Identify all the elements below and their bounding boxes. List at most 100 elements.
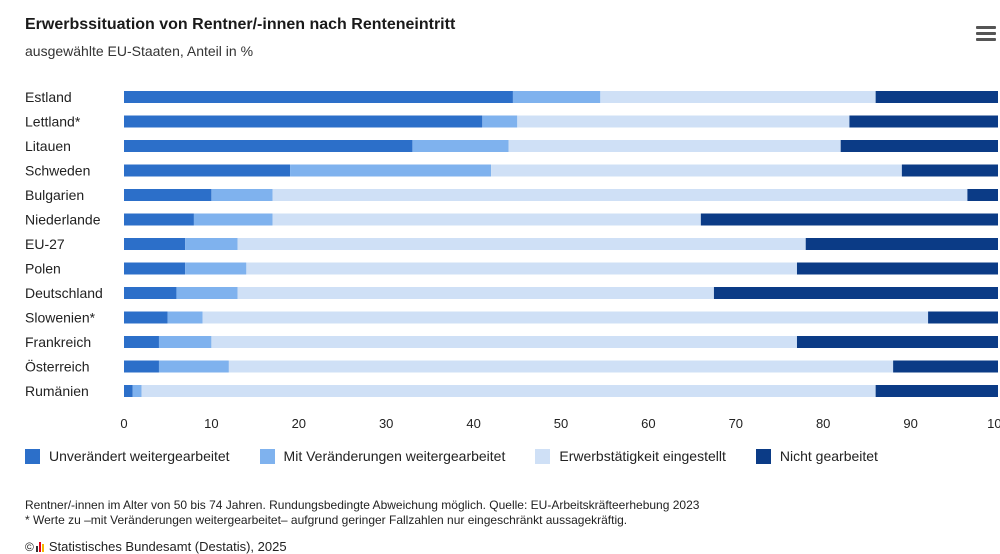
bar-segment-estland-mit-veränderungen-weitergearbeitet[interactable] [512, 91, 601, 103]
bar-segment-frankreich-erwerbstätigkeit-eingestellt[interactable] [211, 336, 797, 348]
category-label-slowenien: Slowenien* [25, 310, 96, 326]
credit-text: Statistisches Bundesamt (Destatis), 2025 [48, 539, 287, 554]
bar-segment-bulgarien-unverändert-weitergearbeitet[interactable] [124, 189, 212, 201]
legend-label: Unverändert weitergearbeitet [49, 448, 230, 464]
legend-label: Mit Veränderungen weitergearbeitet [283, 448, 506, 464]
hamburger-menu-icon[interactable] [976, 26, 996, 42]
bar-segment-niederlande-unverändert-weitergearbeitet[interactable] [124, 213, 194, 226]
credit-line: © Statistisches Bundesamt (Destatis), 20… [25, 539, 287, 554]
bar-segment-schweden-mit-veränderungen-weitergearbeitet[interactable] [290, 164, 492, 177]
bar-segment-bulgarien-erwerbstätigkeit-eingestellt[interactable] [272, 189, 968, 201]
chart-subtitle: ausgewählte EU-Staaten, Anteil in % [25, 43, 254, 59]
legend-item-nicht-gearbeitet[interactable]: Nicht gearbeitet [755, 448, 878, 464]
bar-segment-estland-erwerbstätigkeit-eingestellt[interactable] [600, 91, 876, 103]
legend-label: Nicht gearbeitet [779, 448, 878, 464]
bar-segment-rumänien-erwerbstätigkeit-eingestellt[interactable] [141, 385, 876, 397]
bar-segment-eu-27-unverändert-weitergearbeitet[interactable] [124, 238, 186, 250]
chart-title: Erwerbssituation von Rentner/-innen nach… [25, 16, 456, 33]
category-label-bulgarien: Bulgarien [25, 187, 84, 203]
x-tick-label-60: 60 [641, 416, 655, 431]
bar-segment-rumänien-unverändert-weitergearbeitet[interactable] [124, 385, 133, 397]
bar-segment-frankreich-nicht-gearbeitet[interactable] [796, 336, 998, 348]
category-label-estland: Estland [25, 89, 72, 105]
bar-segment-deutschland-mit-veränderungen-weitergearbeitet[interactable] [176, 287, 238, 299]
bar-segment-niederlande-nicht-gearbeitet[interactable] [700, 213, 998, 226]
bar-segment-österreich-unverändert-weitergearbeitet[interactable] [124, 360, 159, 373]
bar-segment-polen-nicht-gearbeitet[interactable] [796, 262, 998, 275]
category-label-lettland: Lettland* [25, 114, 81, 130]
bar-segment-polen-mit-veränderungen-weitergearbeitet[interactable] [185, 262, 247, 275]
legend-item-unverändert-weitergearbeitet[interactable]: Unverändert weitergearbeitet [25, 448, 230, 464]
logo-bar [35, 545, 38, 552]
bar-segment-frankreich-unverändert-weitergearbeitet[interactable] [124, 336, 159, 348]
bar-segment-rumänien-mit-veränderungen-weitergearbeitet[interactable] [132, 385, 142, 397]
legend-swatch [259, 448, 275, 464]
x-tick-label-30: 30 [379, 416, 393, 431]
bar-segment-rumänien-nicht-gearbeitet[interactable] [875, 385, 998, 397]
copyright-symbol: © [25, 539, 34, 554]
destatis-logo-icon [35, 541, 45, 552]
bar-segment-österreich-mit-veränderungen-weitergearbeitet[interactable] [158, 360, 229, 373]
category-label-litauen: Litauen [25, 138, 71, 154]
x-tick-label-0: 0 [120, 416, 127, 431]
stacked-bar-chart: Estland Lettland* Litauen Schweden Bulgarien… [25, 89, 1000, 431]
x-tick-label-10: 10 [204, 416, 218, 431]
legend-label: Erwerbstätigkeit eingestellt [559, 448, 726, 464]
chart-legend: Unverändert weitergearbeitet Mit Veränder… [25, 448, 908, 464]
legend-swatch [755, 448, 771, 464]
bar-segment-litauen-erwerbstätigkeit-eingestellt[interactable] [508, 140, 841, 152]
footnote: * Werte zu –mit Veränderungen weitergear… [25, 513, 628, 527]
category-label-niederlande: Niederlande [25, 212, 101, 228]
bar-segment-litauen-nicht-gearbeitet[interactable] [840, 140, 998, 152]
bar-segment-österreich-erwerbstätigkeit-eingestellt[interactable] [228, 360, 894, 373]
category-label-polen: Polen [25, 261, 61, 277]
bar-segment-litauen-mit-veränderungen-weitergearbeitet[interactable] [412, 140, 509, 152]
legend-item-erwerbstätigkeit-eingestellt[interactable]: Erwerbstätigkeit eingestellt [535, 448, 726, 464]
legend-item-mit-veränderungen-weitergearbeitet[interactable]: Mit Veränderungen weitergearbeitet [259, 448, 506, 464]
bar-segment-lettland-erwerbstätigkeit-eingestellt[interactable] [517, 115, 850, 128]
x-tick-label-50: 50 [554, 416, 568, 431]
x-tick-label-90: 90 [903, 416, 917, 431]
logo-bar [41, 543, 44, 552]
bar-segment-eu-27-mit-veränderungen-weitergearbeitet[interactable] [185, 238, 238, 250]
bar-segment-litauen-unverändert-weitergearbeitet[interactable] [124, 140, 413, 152]
x-tick-label-100: 100 [987, 416, 1000, 431]
bar-segment-eu-27-erwerbstätigkeit-eingestellt[interactable] [237, 238, 806, 250]
bar-segment-polen-unverändert-weitergearbeitet[interactable] [124, 262, 186, 275]
x-tick-label-70: 70 [729, 416, 743, 431]
bar-segment-eu-27-nicht-gearbeitet[interactable] [805, 238, 998, 250]
bar-segment-schweden-nicht-gearbeitet[interactable] [901, 164, 998, 177]
bar-segment-slowenien-nicht-gearbeitet[interactable] [928, 311, 998, 324]
bar-segment-schweden-unverändert-weitergearbeitet[interactable] [124, 164, 291, 177]
bar-segment-bulgarien-nicht-gearbeitet[interactable] [967, 189, 998, 201]
x-tick-label-20: 20 [292, 416, 306, 431]
bar-segment-niederlande-erwerbstätigkeit-eingestellt[interactable] [272, 213, 701, 226]
bar-segment-lettland-mit-veränderungen-weitergearbeitet[interactable] [482, 115, 518, 128]
category-label-rumänien: Rumänien [25, 383, 89, 399]
legend-swatch [25, 448, 40, 464]
bar-segment-estland-unverändert-weitergearbeitet[interactable] [124, 91, 513, 103]
category-label-österreich: Österreich [25, 358, 90, 375]
bar-segment-lettland-unverändert-weitergearbeitet[interactable] [124, 115, 483, 128]
bar-segment-österreich-nicht-gearbeitet[interactable] [893, 360, 998, 373]
bar-segment-niederlande-mit-veränderungen-weitergearbeitet[interactable] [193, 213, 273, 226]
legend-swatch [535, 448, 551, 464]
bar-segment-deutschland-nicht-gearbeitet[interactable] [713, 287, 998, 299]
category-label-eu-27: EU-27 [25, 236, 65, 252]
bar-segment-slowenien-erwerbstätigkeit-eingestellt[interactable] [202, 311, 929, 324]
bar-segment-deutschland-erwerbstätigkeit-eingestellt[interactable] [237, 287, 714, 299]
bar-segment-schweden-erwerbstätigkeit-eingestellt[interactable] [491, 164, 902, 177]
bar-segment-polen-erwerbstätigkeit-eingestellt[interactable] [246, 262, 797, 275]
bar-segment-deutschland-unverändert-weitergearbeitet[interactable] [124, 287, 177, 299]
category-label-schweden: Schweden [25, 163, 90, 179]
logo-bar [38, 541, 41, 552]
bar-segment-bulgarien-mit-veränderungen-weitergearbeitet[interactable] [211, 189, 273, 201]
x-tick-label-40: 40 [466, 416, 480, 431]
bar-segment-frankreich-mit-veränderungen-weitergearbeitet[interactable] [158, 336, 212, 348]
bar-segment-slowenien-unverändert-weitergearbeitet[interactable] [124, 311, 168, 324]
bar-segment-lettland-nicht-gearbeitet[interactable] [849, 115, 998, 128]
bar-segment-slowenien-mit-veränderungen-weitergearbeitet[interactable] [167, 311, 203, 324]
category-label-deutschland: Deutschland [25, 285, 103, 301]
bar-segment-estland-nicht-gearbeitet[interactable] [875, 91, 998, 103]
source-note: Rentner/-innen im Alter von 50 bis 74 Ja… [25, 498, 700, 512]
